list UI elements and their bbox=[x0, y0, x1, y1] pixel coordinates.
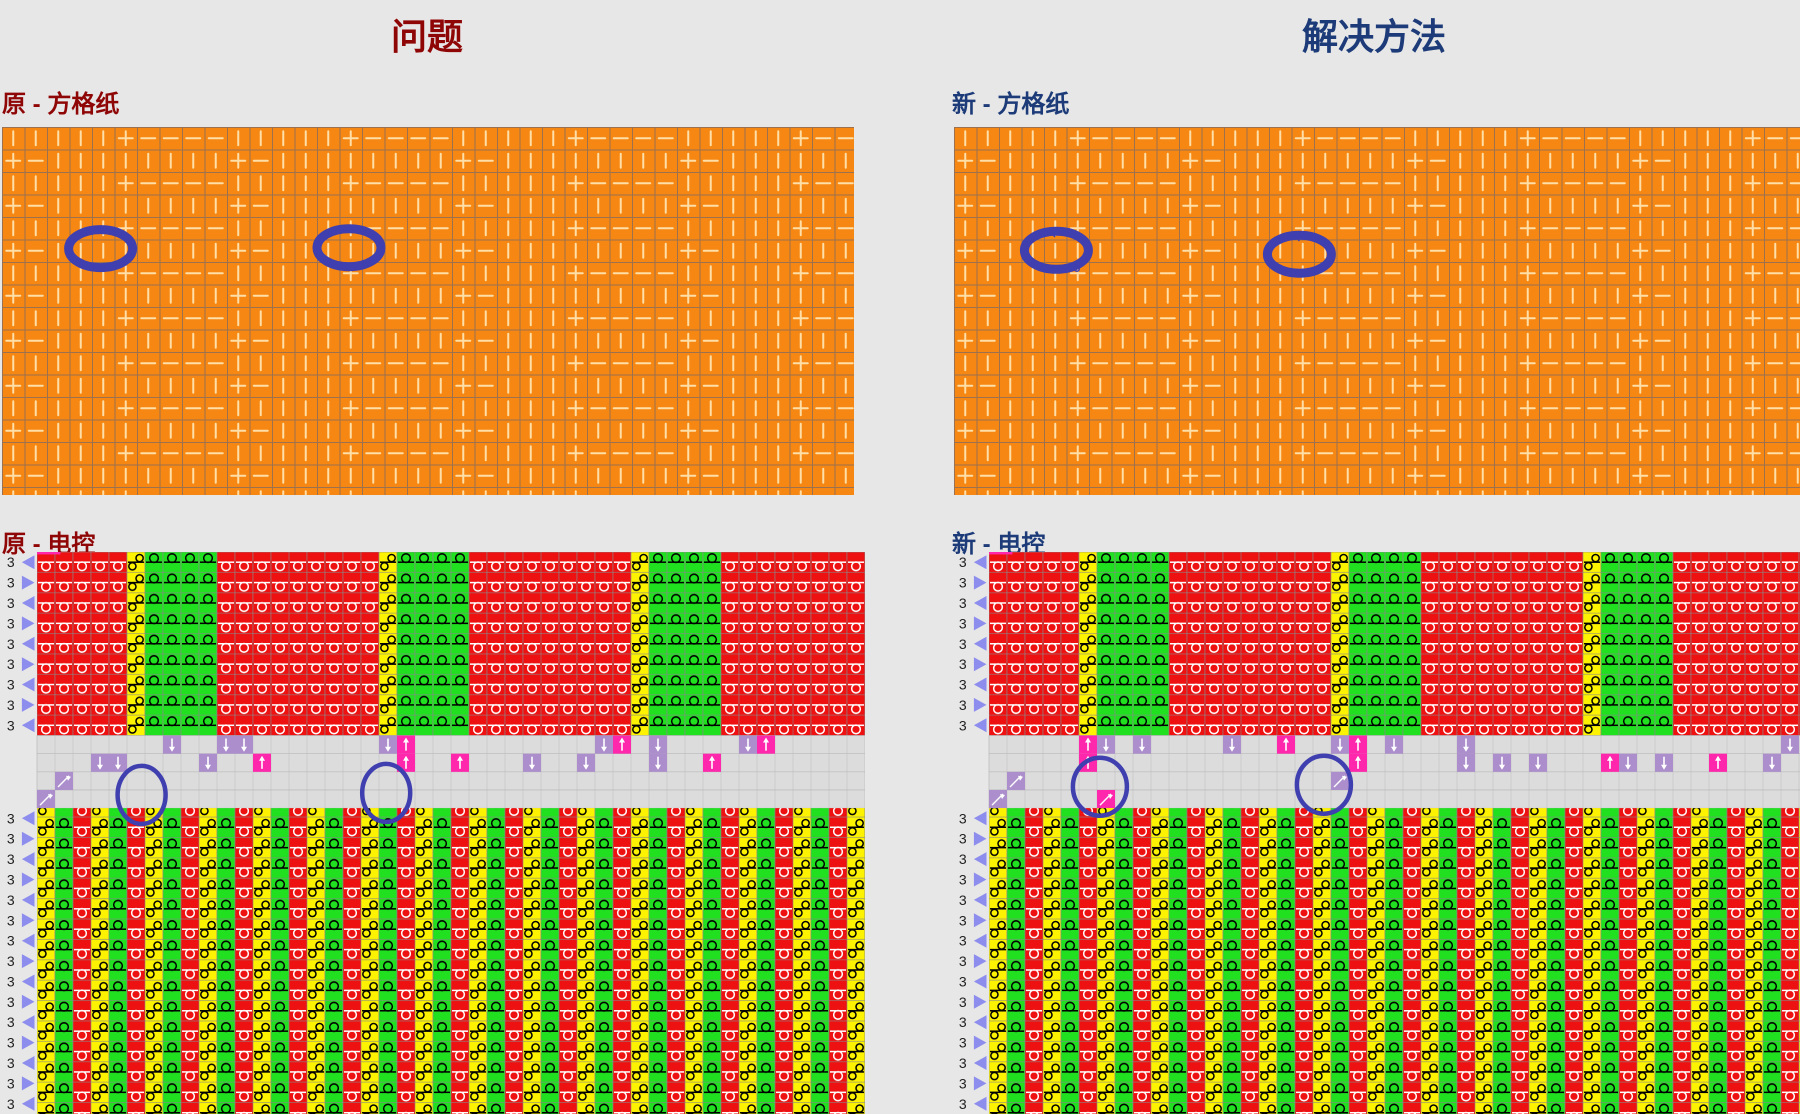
svg-text:3: 3 bbox=[7, 872, 15, 888]
svg-text:3: 3 bbox=[7, 1075, 15, 1091]
svg-text:3: 3 bbox=[959, 1014, 967, 1030]
svg-text:3: 3 bbox=[7, 1014, 15, 1030]
svg-text:3: 3 bbox=[959, 717, 967, 733]
svg-text:3: 3 bbox=[959, 615, 967, 631]
svg-text:3: 3 bbox=[959, 636, 967, 652]
svg-text:3: 3 bbox=[959, 851, 967, 867]
svg-text:3: 3 bbox=[7, 974, 15, 990]
svg-text:3: 3 bbox=[7, 636, 15, 652]
svg-text:3: 3 bbox=[7, 575, 15, 591]
svg-text:3: 3 bbox=[959, 831, 967, 847]
svg-text:3: 3 bbox=[959, 1035, 967, 1051]
svg-text:3: 3 bbox=[959, 656, 967, 672]
svg-text:3: 3 bbox=[959, 677, 967, 693]
svg-text:3: 3 bbox=[7, 933, 15, 949]
svg-text:3: 3 bbox=[7, 697, 15, 713]
svg-text:3: 3 bbox=[959, 912, 967, 928]
svg-text:3: 3 bbox=[959, 697, 967, 713]
svg-text:3: 3 bbox=[959, 933, 967, 949]
svg-text:3: 3 bbox=[959, 872, 967, 888]
svg-text:3: 3 bbox=[7, 892, 15, 908]
svg-text:3: 3 bbox=[959, 554, 967, 570]
svg-text:3: 3 bbox=[7, 851, 15, 867]
svg-text:3: 3 bbox=[959, 575, 967, 591]
svg-text:3: 3 bbox=[959, 953, 967, 969]
svg-text:3: 3 bbox=[959, 974, 967, 990]
svg-text:3: 3 bbox=[7, 912, 15, 928]
svg-text:3: 3 bbox=[7, 595, 15, 611]
svg-text:3: 3 bbox=[7, 810, 15, 826]
svg-text:3: 3 bbox=[959, 1096, 967, 1112]
svg-text:3: 3 bbox=[959, 810, 967, 826]
svg-text:3: 3 bbox=[959, 892, 967, 908]
svg-text:3: 3 bbox=[7, 994, 15, 1010]
svg-text:3: 3 bbox=[7, 554, 15, 570]
svg-text:3: 3 bbox=[959, 595, 967, 611]
svg-text:3: 3 bbox=[7, 717, 15, 733]
svg-text:3: 3 bbox=[959, 1075, 967, 1091]
svg-text:3: 3 bbox=[7, 831, 15, 847]
svg-text:3: 3 bbox=[7, 1096, 15, 1112]
svg-text:3: 3 bbox=[959, 1055, 967, 1071]
svg-text:3: 3 bbox=[7, 656, 15, 672]
svg-text:3: 3 bbox=[7, 1035, 15, 1051]
svg-text:3: 3 bbox=[7, 1055, 15, 1071]
svg-text:3: 3 bbox=[7, 615, 15, 631]
svg-text:3: 3 bbox=[7, 677, 15, 693]
svg-text:3: 3 bbox=[7, 953, 15, 969]
svg-text:3: 3 bbox=[959, 994, 967, 1010]
